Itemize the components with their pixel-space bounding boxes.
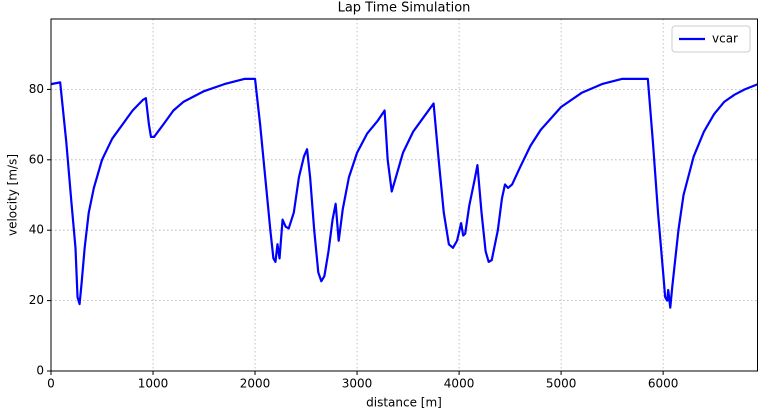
x-tick-label: 3000 [342, 377, 373, 391]
y-tick-label: 40 [29, 223, 44, 237]
chart-title: Lap Time Simulation [338, 1, 471, 16]
x-tick-label: 4000 [444, 377, 475, 391]
y-axis-label: velocity [m/s] [6, 154, 20, 236]
y-tick-label: 80 [29, 82, 44, 96]
y-tick-label: 0 [36, 364, 44, 378]
x-tick-label: 1000 [138, 377, 169, 391]
x-axis-label: distance [m] [366, 396, 442, 410]
x-tick-label: 0 [47, 377, 55, 391]
x-tick-label: 2000 [240, 377, 271, 391]
data-line [50, 77, 758, 309]
x-tick-label: 6000 [648, 377, 679, 391]
legend: vcar [671, 25, 751, 53]
y-tick-label: 60 [29, 152, 44, 166]
y-tick-label: 20 [29, 293, 44, 307]
x-tick-label: 5000 [546, 377, 577, 391]
legend-box [671, 25, 751, 53]
legend-label: vcar [712, 32, 738, 46]
plot-frame [50, 18, 758, 372]
